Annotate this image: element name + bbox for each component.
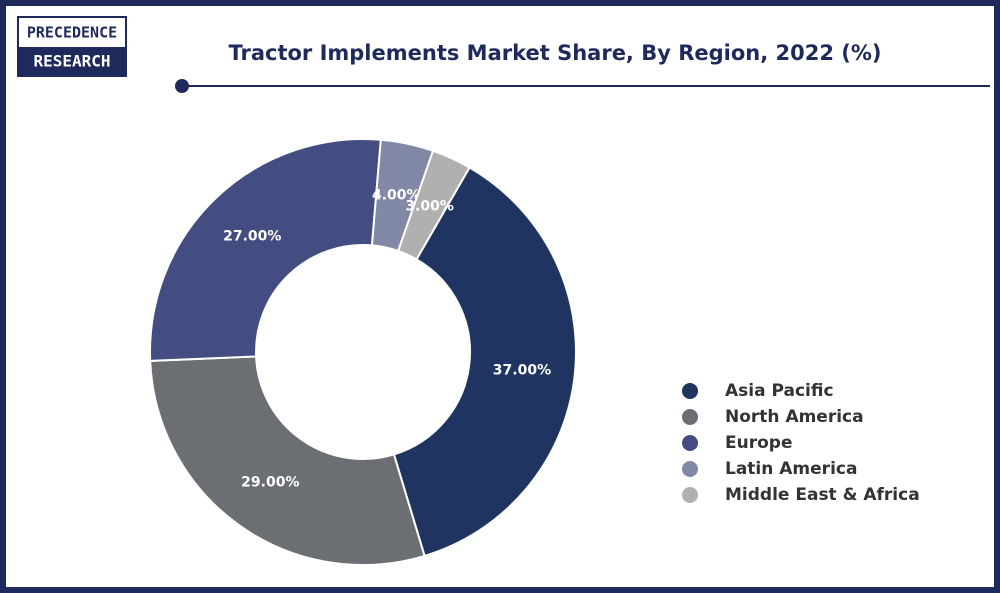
- legend-swatch: [682, 409, 698, 425]
- legend-swatch: [682, 383, 698, 399]
- legend-swatch: [682, 461, 698, 477]
- legend-label: North America: [725, 407, 864, 427]
- logo-band: [18, 47, 126, 76]
- donut-slice: [396, 149, 471, 261]
- logo-text: PRECEDENCE: [27, 24, 117, 42]
- legend-swatch: [682, 435, 698, 451]
- legend-label: Asia Pacific: [725, 381, 834, 401]
- data-label: 3.00%: [405, 199, 454, 215]
- donut-slice: [392, 166, 577, 558]
- data-label: 4.00%: [372, 187, 421, 203]
- legend-label: Europe: [725, 433, 792, 453]
- donut-slice: [149, 138, 382, 362]
- legend-swatch: [682, 487, 698, 503]
- data-label: 27.00%: [223, 229, 281, 245]
- logo-text: RESEARCH: [33, 52, 110, 71]
- data-label: 29.00%: [241, 474, 299, 490]
- legend-label: Latin America: [725, 459, 857, 479]
- chart-title: Tractor Implements Market Share, By Regi…: [228, 41, 881, 65]
- donut-slice: [149, 355, 426, 566]
- legend-label: Middle East & Africa: [725, 485, 920, 505]
- data-label: 37.00%: [493, 362, 551, 378]
